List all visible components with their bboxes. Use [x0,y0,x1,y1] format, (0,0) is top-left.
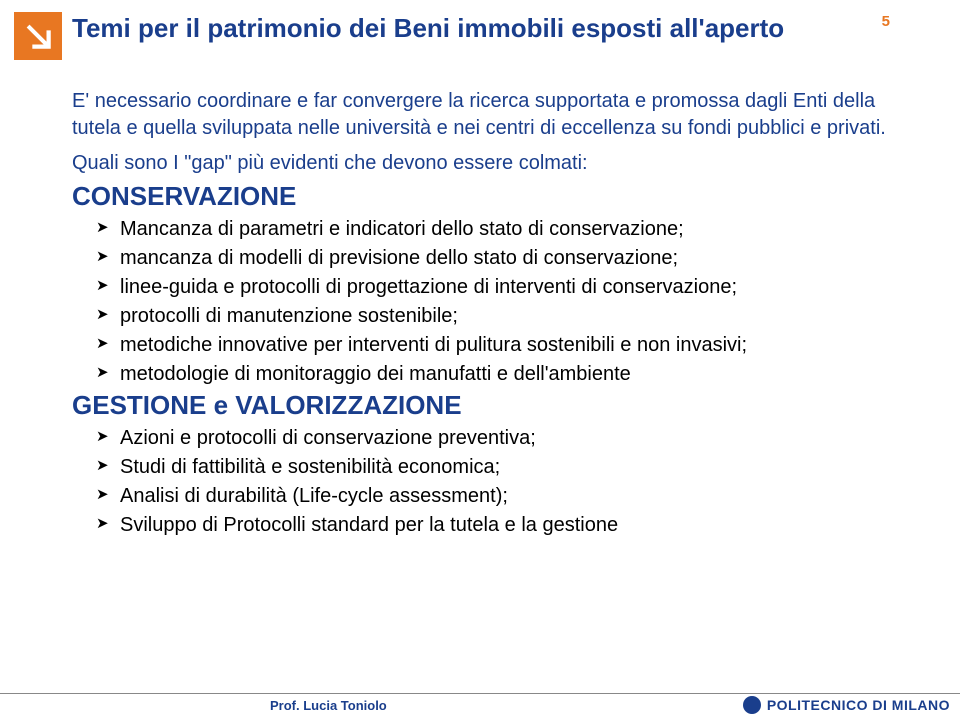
list-item: metodologie di monitoraggio dei manufatt… [96,361,910,388]
list-item: mancanza di modelli di previsione dello … [96,245,910,272]
list-item: Studi di fattibilità e sostenibilità eco… [96,454,910,481]
section-head-conservazione: CONSERVAZIONE [72,181,910,212]
seal-icon [743,696,761,714]
footer-institution: POLITECNICO DI MILANO [767,697,950,713]
list-item: linee-guida e protocolli di progettazion… [96,274,910,301]
arrow-down-right-icon [14,12,62,60]
intro-paragraph: E' necessario coordinare e far converger… [72,88,910,142]
list-item: metodiche innovative per interventi di p… [96,332,910,359]
footer-author: Prof. Lucia Toniolo [270,698,387,713]
list-item: protocolli di manutenzione sostenibile; [96,303,910,330]
list-item: Sviluppo di Protocolli standard per la t… [96,512,910,539]
bullet-list-2: Azioni e protocolli di conservazione pre… [96,425,910,539]
footer-logo: POLITECNICO DI MILANO [743,696,950,714]
content-area: E' necessario coordinare e far converger… [72,88,910,541]
list-item: Mancanza di parametri e indicatori dello… [96,216,910,243]
section-head-gestione: GESTIONE e VALORIZZAZIONE [72,390,910,421]
gap-intro: Quali sono I "gap" più evidenti che devo… [72,150,910,177]
slide-title: Temi per il patrimonio dei Beni immobili… [72,14,920,44]
footer: Prof. Lucia Toniolo POLITECNICO DI MILAN… [0,693,960,716]
list-item: Azioni e protocolli di conservazione pre… [96,425,910,452]
list-item: Analisi di durabilità (Life-cycle assess… [96,483,910,510]
slide: 5 Temi per il patrimonio dei Beni immobi… [0,0,960,716]
bullet-list-1: Mancanza di parametri e indicatori dello… [96,216,910,388]
